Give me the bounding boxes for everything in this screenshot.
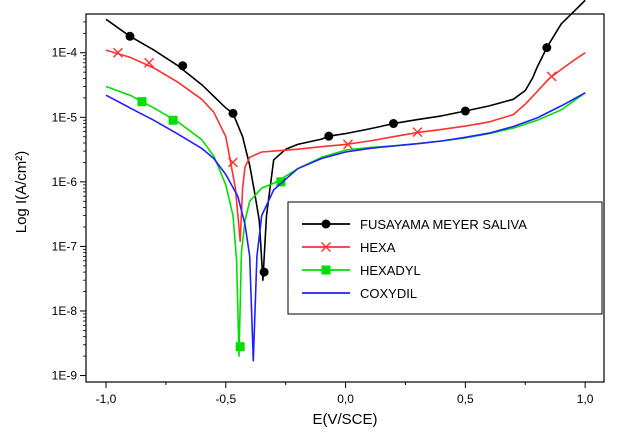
legend-item-coxydil: COXYDIL	[302, 286, 417, 301]
x-tick-label: -0,5	[215, 392, 236, 406]
series-line-fusayama-meyer-saliva	[105, 0, 586, 281]
data-point-hexa	[412, 127, 423, 138]
data-point-fusayama-meyer-saliva	[324, 131, 334, 141]
series-coxydil	[105, 92, 586, 362]
series-layer	[105, 0, 586, 362]
x-tick-label: 1,0	[577, 392, 594, 406]
data-point-fusayama-meyer-saliva	[460, 106, 470, 116]
legend-marker	[321, 265, 331, 275]
data-point-fusayama-meyer-saliva	[125, 31, 135, 41]
data-point-fusayama-meyer-saliva	[228, 108, 238, 118]
legend: FUSAYAMA MEYER SALIVA HEXA HEXADYL COXYDIL	[287, 201, 603, 315]
series-line-hexa	[105, 49, 586, 243]
data-point-hexa	[342, 139, 353, 150]
x-tick-label: 0,0	[337, 392, 354, 406]
x-tick-label: 0,5	[457, 392, 474, 406]
legend-label: HEXADYL	[360, 263, 421, 278]
data-point-hexa	[112, 47, 123, 58]
y-tick-label: 1E-7	[52, 239, 78, 253]
y-tick-label: 1E-4	[52, 46, 78, 60]
legend-item-hexa: HEXA	[302, 240, 396, 255]
y-tick-label: 1E-9	[52, 369, 78, 383]
y-axis-label: Log I(A/cm²)	[13, 151, 30, 234]
legend-label: FUSAYAMA MEYER SALIVA	[360, 217, 527, 232]
y-tick-label: 1E-6	[52, 175, 78, 189]
legend-label: COXYDIL	[360, 286, 417, 301]
legend-label: HEXA	[360, 240, 396, 255]
x-tick-label: -1,0	[96, 392, 117, 406]
x-axis-label: E(V/SCE)	[312, 411, 377, 428]
plot-frame	[85, 13, 605, 383]
series-line-coxydil	[105, 92, 586, 362]
legend-item-hexadyl: HEXADYL	[302, 263, 421, 278]
data-point-fusayama-meyer-saliva	[178, 61, 188, 71]
y-tick-label: 1E-5	[52, 110, 78, 124]
legend-marker	[321, 219, 331, 229]
axes: -1,0 -0,5 0,0 0,5 1,0 1E-9 1E-8 1E-7 1E-6 1E-5 1E-…	[52, 13, 605, 406]
legend-box	[287, 201, 603, 315]
series-hexa	[105, 47, 586, 243]
data-point-fusayama-meyer-saliva	[388, 119, 398, 129]
y-tick-label: 1E-8	[52, 304, 78, 318]
data-point-hexa	[144, 57, 155, 68]
data-point-fusayama-meyer-saliva	[259, 267, 269, 277]
data-point-hexadyl	[235, 342, 245, 352]
data-point-hexa	[227, 157, 238, 168]
series-fusayama-meyer-saliva	[105, 0, 586, 281]
data-point-fusayama-meyer-saliva	[542, 43, 552, 53]
data-point-hexadyl	[168, 115, 178, 125]
legend-item-fusayama-meyer-saliva: FUSAYAMA MEYER SALIVA	[302, 217, 527, 232]
legend-marker	[321, 242, 331, 252]
data-point-hexadyl	[137, 97, 147, 107]
data-point-hexadyl	[276, 177, 286, 187]
data-point-hexa	[546, 71, 557, 82]
